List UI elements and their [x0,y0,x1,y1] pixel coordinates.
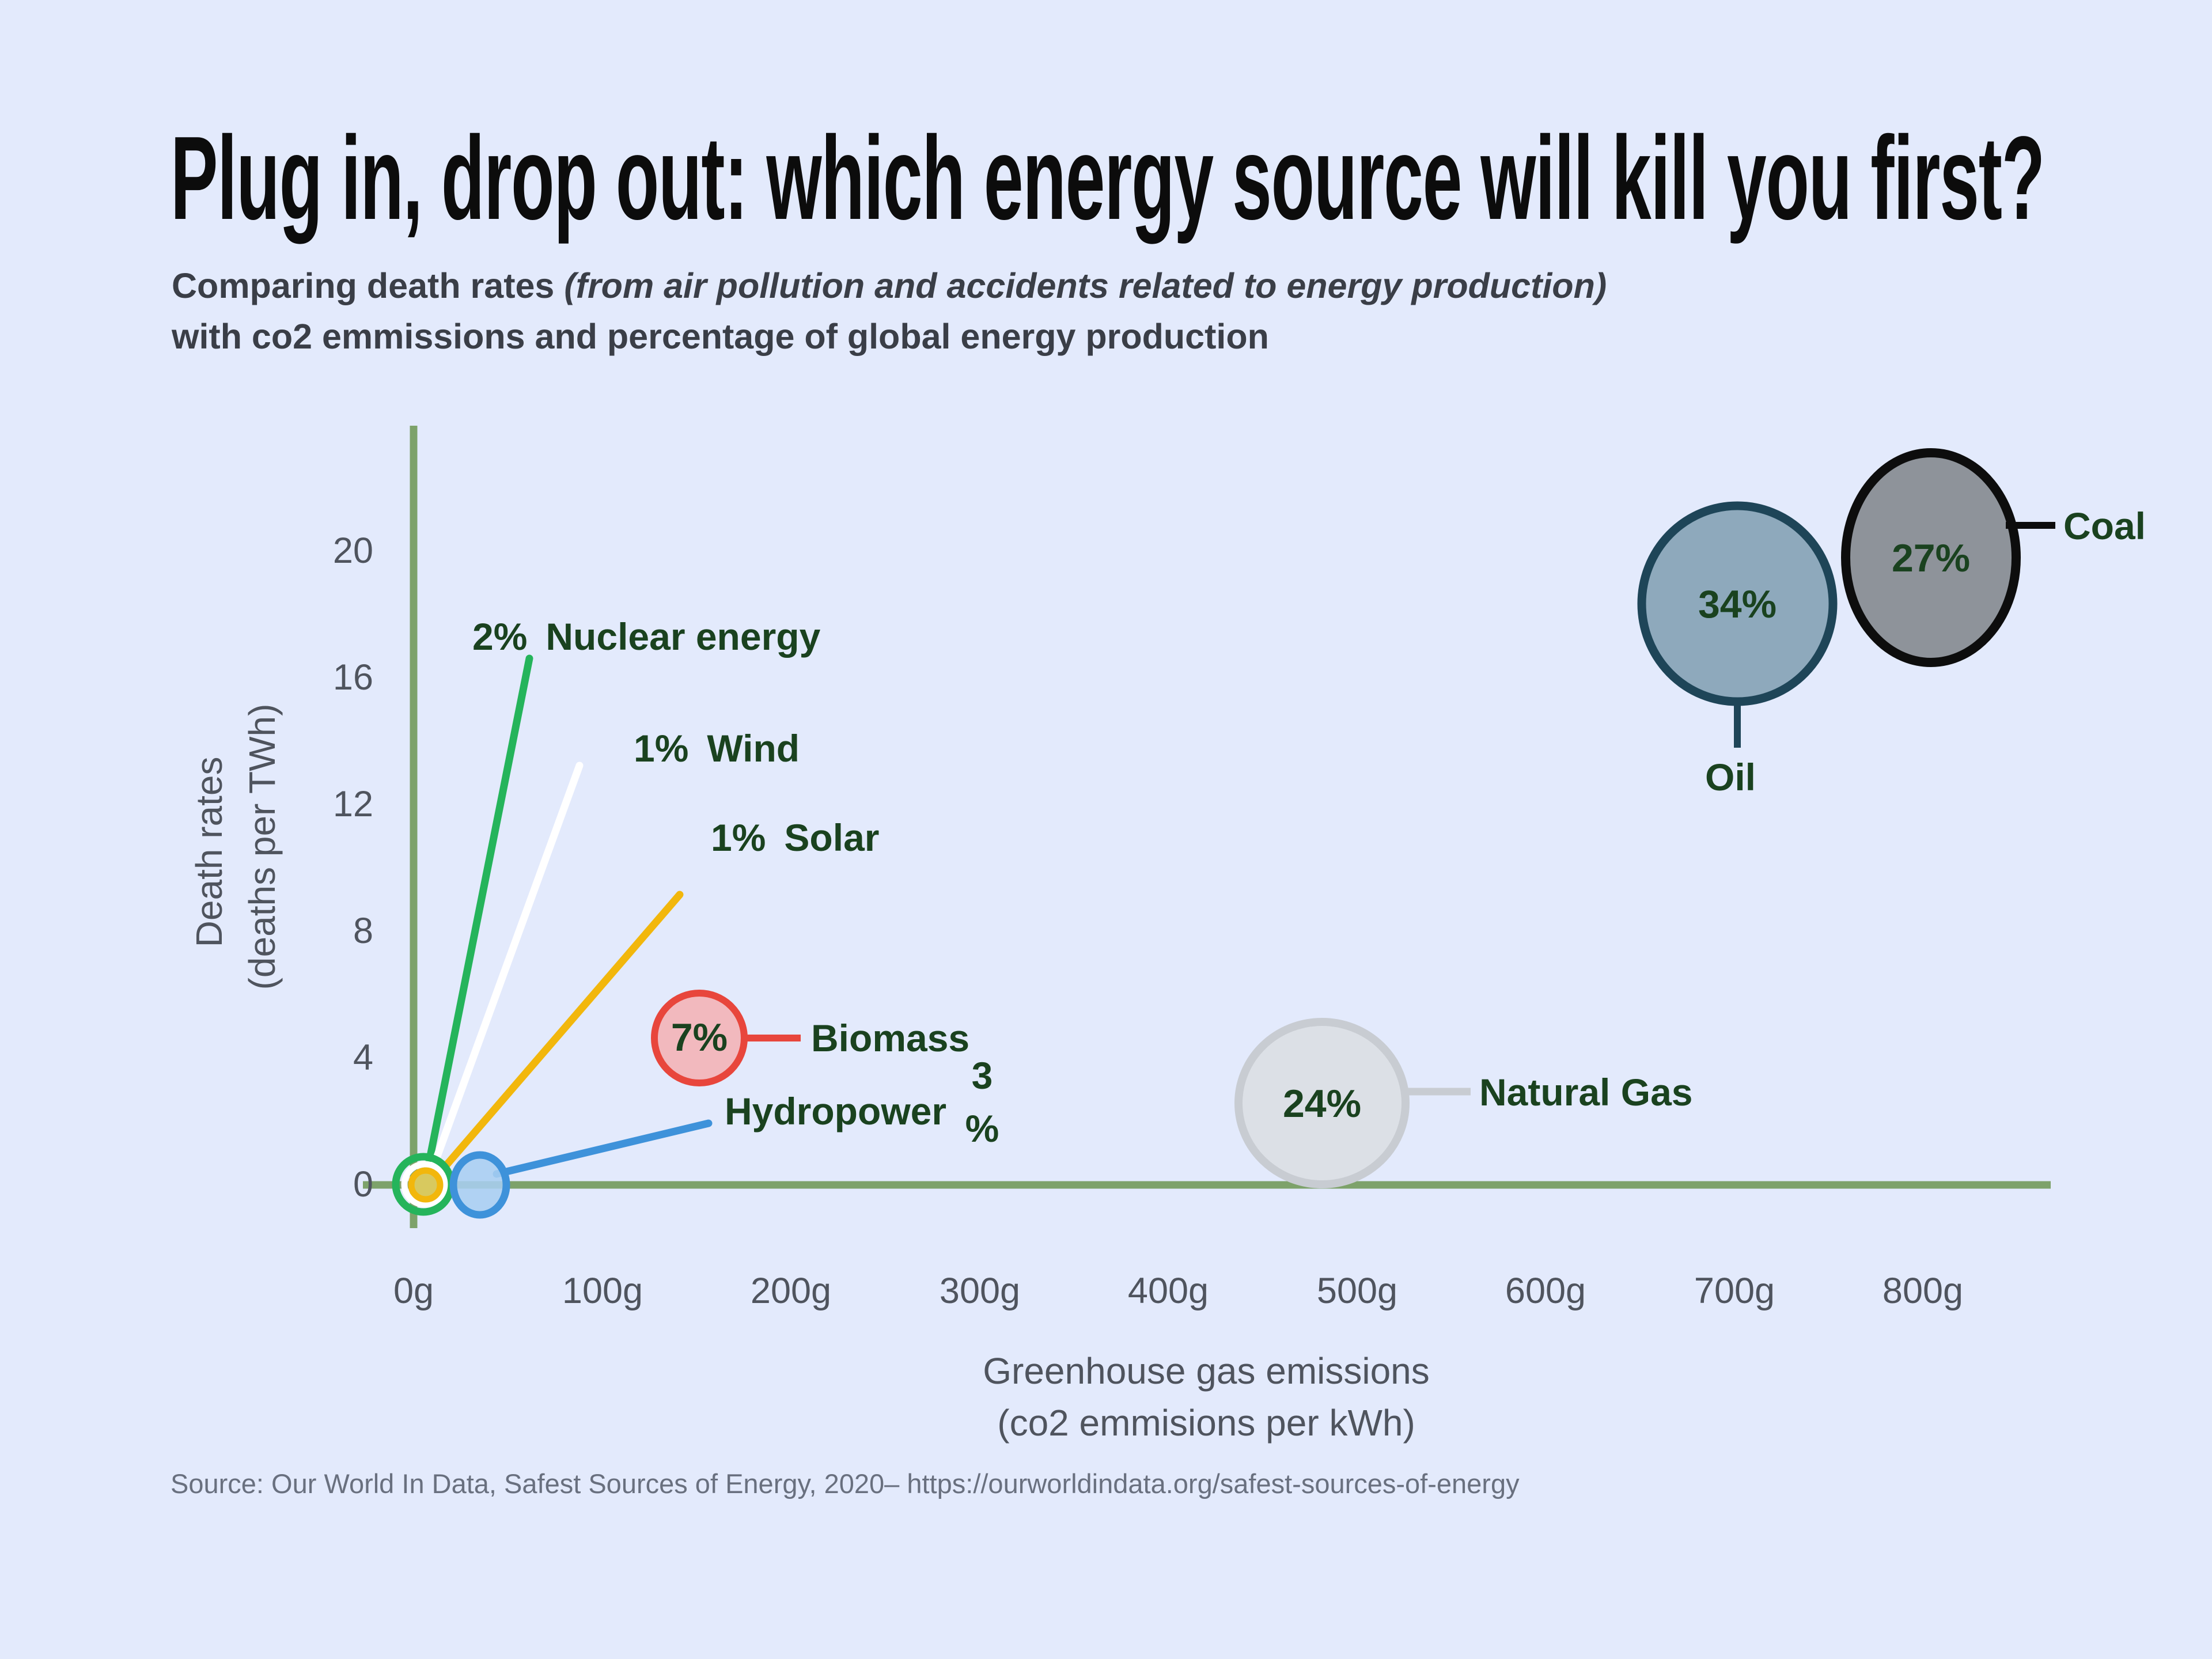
nuclear-name: Nuclear energy [546,615,820,658]
x-tick-700g: 700g [1694,1271,1775,1311]
biomass-pct: 7% [671,1016,728,1059]
x-tick-600g: 600g [1505,1271,1586,1311]
y-tick-20: 20 [333,531,373,571]
coal-bubble [1841,448,2021,667]
wind-bubble [401,1161,448,1208]
subtitle-line1-regular: Comparing death rates [172,266,565,305]
hydropower-pct-top: 3 [972,1054,993,1097]
y-tick-16: 16 [333,657,373,698]
x-tick-300g: 300g [940,1271,1020,1311]
wind-line [426,762,584,1179]
y-tick-0: 0 [353,1164,373,1205]
x-axis-title-line2: (co2 emmisions per kWh) [997,1402,1415,1444]
x-tick-500g: 500g [1317,1271,1397,1311]
wind-label: 1% Wind [634,727,800,770]
biomass-bubble [651,990,748,1086]
x-tick-800g: 800g [1883,1271,1963,1311]
x-tick-0g: 0g [393,1271,434,1311]
subtitle-line-1: Comparing death rates (from air pollutio… [172,260,1607,311]
oil-pct: 34% [1698,582,1777,626]
hydropower-line [493,1119,713,1178]
oil-label: Oil [1705,756,1756,798]
source-attribution: Source: Our World In Data, Safest Source… [171,1468,1520,1499]
y-tick-4: 4 [353,1037,373,1078]
y-axis-title-line1: Death rates [188,756,230,947]
nuclear-label: 2% Nuclear energy [472,615,821,658]
solar-bubble [408,1167,444,1203]
x-tick-400g: 400g [1128,1271,1209,1311]
solar-line [430,891,684,1184]
natural-gas-bubble [1234,1018,1410,1188]
hydropower-pct-bottom: % [965,1107,999,1150]
wind-name: Wind [707,727,800,770]
subtitle: Comparing death rates (from air pollutio… [172,260,1607,362]
hydropower-bubble [449,1151,510,1219]
x-axis-title-line1: Greenhouse gas emissions [983,1350,1430,1392]
subtitle-line1-italic: (from air pollution and accidents relate… [564,266,1607,305]
x-tick-100g: 100g [562,1271,643,1311]
subtitle-line-2: with co2 emmissions and percentage of gl… [172,317,1269,356]
natural-gas-label: Natural Gas [1479,1071,1692,1113]
coal-label: Coal [2063,505,2146,547]
nuclear-line [423,654,533,1175]
solar-label: 1% Solar [711,816,879,859]
biomass-label: Biomass [811,1017,969,1059]
y-axis-title-line2: (deaths per TWh) [241,704,283,990]
natural-gas-pct: 24% [1283,1082,1361,1126]
nuclear-pct: 2% [472,615,527,658]
y-tick-12: 12 [333,784,373,824]
coal-pct: 27% [1892,536,1970,580]
y-tick-8: 8 [353,911,373,951]
x-tick-200g: 200g [751,1271,831,1311]
solar-name: Solar [784,816,879,859]
hydropower-label: Hydropower [725,1090,946,1132]
page-title: Plug in, drop out: which energy source w… [171,112,2045,244]
wind-pct: 1% [634,727,688,770]
solar-pct: 1% [711,816,766,859]
oil-bubble [1637,501,1838,706]
y-axis-title: Death rates (deaths per TWh) [188,704,283,990]
